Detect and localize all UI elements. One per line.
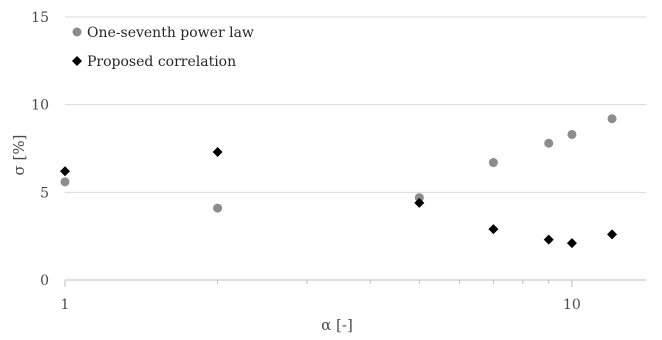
- data-point-series-1: [567, 129, 577, 139]
- data-point-series-1: [213, 203, 223, 213]
- legend-label: Proposed correlation: [87, 54, 236, 70]
- legend-marker-circle-icon: [72, 27, 82, 37]
- y-tick-label: 5: [40, 185, 49, 201]
- y-tick-label: 10: [31, 98, 49, 114]
- data-points: [60, 114, 618, 249]
- data-point-series-2: [543, 234, 554, 245]
- tick-labels: 0 5 10 15 1 10: [31, 10, 581, 313]
- grid-lines: [65, 16, 646, 193]
- data-point-series-2: [60, 166, 70, 177]
- data-point-series-2: [566, 238, 577, 249]
- data-point-series-2: [212, 147, 223, 158]
- x-axis-label: α [-]: [321, 316, 353, 334]
- y-axis-label: σ [%]: [10, 135, 28, 176]
- data-point-series-2: [414, 197, 425, 208]
- x-tick-label: 10: [563, 297, 581, 313]
- legend-item-series-2: Proposed correlation: [72, 54, 236, 70]
- data-point-series-1: [607, 114, 617, 124]
- axes: [64, 279, 646, 287]
- data-point-series-2: [488, 224, 499, 235]
- legend-marker-diamond-icon: [72, 56, 82, 66]
- data-point-series-2: [607, 229, 618, 240]
- data-point-series-1: [414, 193, 424, 203]
- x-tick-label: 1: [61, 297, 70, 313]
- legend-item-series-1: One-seventh power law: [72, 25, 254, 41]
- data-point-series-1: [60, 177, 70, 187]
- y-tick-label: 15: [31, 10, 49, 26]
- legend-label: One-seventh power law: [87, 25, 254, 41]
- y-tick-label: 0: [40, 273, 49, 289]
- data-point-series-1: [488, 158, 498, 168]
- legend: One-seventh power law Proposed correlati…: [72, 25, 254, 70]
- data-point-series-1: [544, 138, 554, 148]
